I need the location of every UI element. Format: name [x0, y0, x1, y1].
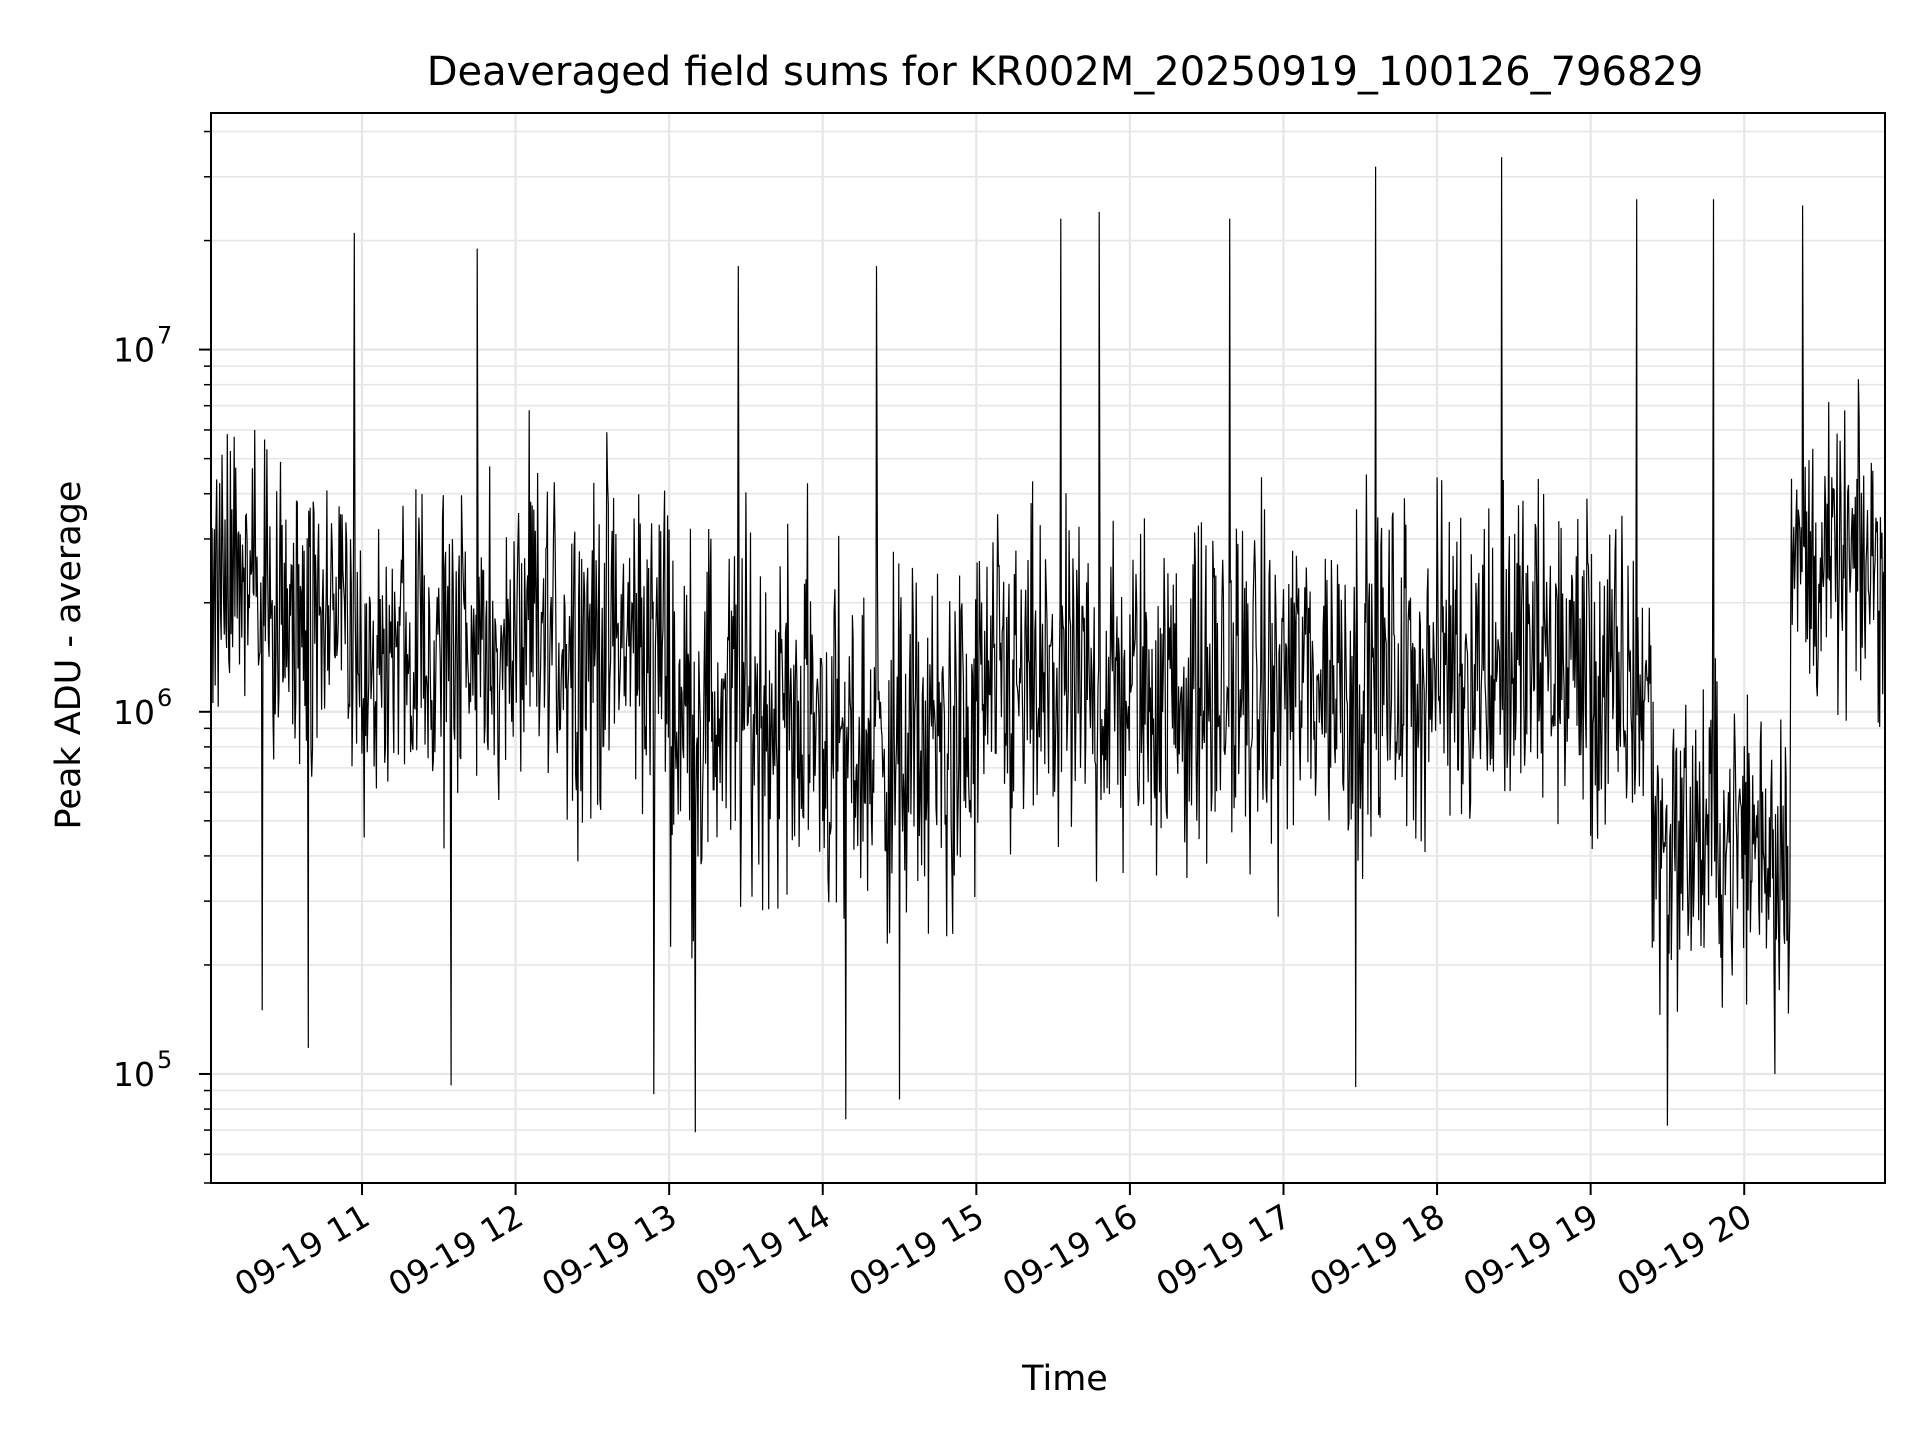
y-tick-exponent: 6	[157, 684, 172, 712]
plot-frame	[210, 112, 1886, 1184]
x-axis-label: Time	[1021, 1359, 1108, 1399]
y-tick-label: 10	[113, 331, 155, 370]
series-path	[211, 157, 1886, 1133]
series-line	[211, 157, 1886, 1133]
y-tick-label: 10	[113, 1055, 155, 1094]
y-axis-label: Peak ADU - average	[49, 481, 89, 830]
y-tick-label: 10	[113, 693, 155, 732]
chart-title: Deaveraged field sums for KR002M_2025091…	[427, 49, 1704, 95]
y-tick-exponent: 5	[157, 1046, 172, 1074]
y-tick-exponent: 7	[157, 322, 172, 350]
